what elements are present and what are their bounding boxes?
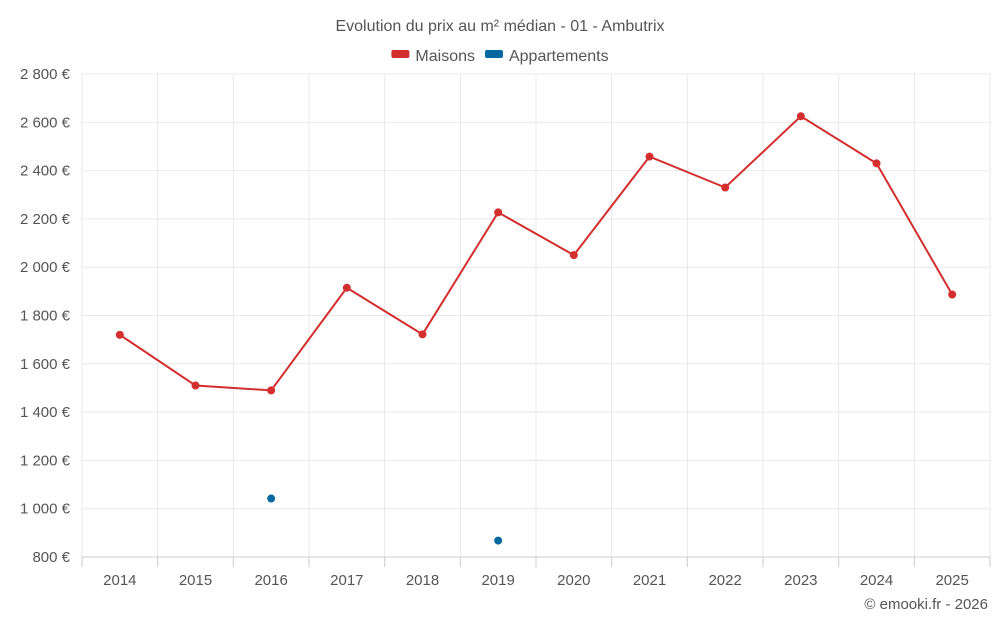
x-tick-label: 2014	[103, 572, 136, 589]
y-tick-label: 2 600 €	[20, 114, 71, 131]
x-tick-label: 2015	[179, 572, 212, 589]
y-tick-label: 1 200 €	[20, 452, 71, 469]
data-point[interactable]	[342, 283, 351, 292]
x-tick-label: 2024	[860, 572, 893, 589]
x-tick-label: 2016	[254, 572, 287, 589]
series-appartements	[267, 494, 503, 545]
legend-swatch	[484, 50, 503, 58]
data-point[interactable]	[191, 381, 200, 390]
y-tick-label: 2 800 €	[20, 66, 71, 83]
y-tick-label: 2 200 €	[20, 211, 71, 228]
chart-title: Evolution du prix au m² médian - 01 - Am…	[335, 18, 664, 35]
data-point[interactable]	[494, 536, 503, 545]
y-tick-label: 2 000 €	[20, 259, 71, 276]
x-tick-label: 2017	[330, 572, 363, 589]
x-tick-label: 2025	[935, 572, 968, 589]
data-point[interactable]	[115, 330, 124, 339]
x-tick-label: 2019	[481, 572, 514, 589]
data-point[interactable]	[721, 183, 730, 192]
legend-label: Appartements	[509, 48, 609, 65]
data-point[interactable]	[645, 152, 654, 161]
x-axis: 2014 2015 2016 2017 2018 2019 2020 2021 2022 2023…	[81, 556, 991, 589]
credit-text: © emooki.fr - 2026	[864, 596, 988, 613]
y-tick-label: 1 800 €	[20, 308, 71, 325]
y-tick-label: 2 400 €	[20, 163, 71, 180]
y-axis: 800 € 1 000 € 1 200 € 1 400 € 1 600 € 1 800 €…	[20, 66, 71, 566]
series-maisons	[115, 112, 957, 395]
legend-item-maisons[interactable]: Maisons	[391, 48, 475, 65]
data-point[interactable]	[872, 159, 881, 168]
x-tick-label: 2018	[406, 572, 439, 589]
grid	[81, 73, 991, 558]
legend-swatch	[391, 50, 410, 58]
data-point[interactable]	[418, 330, 427, 339]
y-tick-label: 800 €	[32, 549, 70, 566]
data-point[interactable]	[267, 386, 276, 395]
y-tick-label: 1 600 €	[20, 356, 71, 373]
x-tick-label: 2023	[784, 572, 817, 589]
data-point[interactable]	[569, 251, 578, 260]
y-tick-label: 1 000 €	[20, 501, 71, 518]
y-tick-label: 1 400 €	[20, 404, 71, 421]
legend: Maisons Appartements	[391, 48, 609, 65]
series-layer	[115, 112, 957, 545]
series-line	[119, 115, 954, 392]
data-point[interactable]	[494, 208, 503, 217]
x-tick-label: 2022	[708, 572, 741, 589]
x-tick-label: 2020	[557, 572, 590, 589]
data-point[interactable]	[267, 494, 276, 503]
legend-label: Maisons	[415, 48, 475, 65]
data-point[interactable]	[796, 112, 805, 121]
x-tick-label: 2021	[633, 572, 666, 589]
data-point[interactable]	[948, 290, 957, 299]
legend-item-appartements[interactable]: Appartements	[484, 48, 609, 65]
